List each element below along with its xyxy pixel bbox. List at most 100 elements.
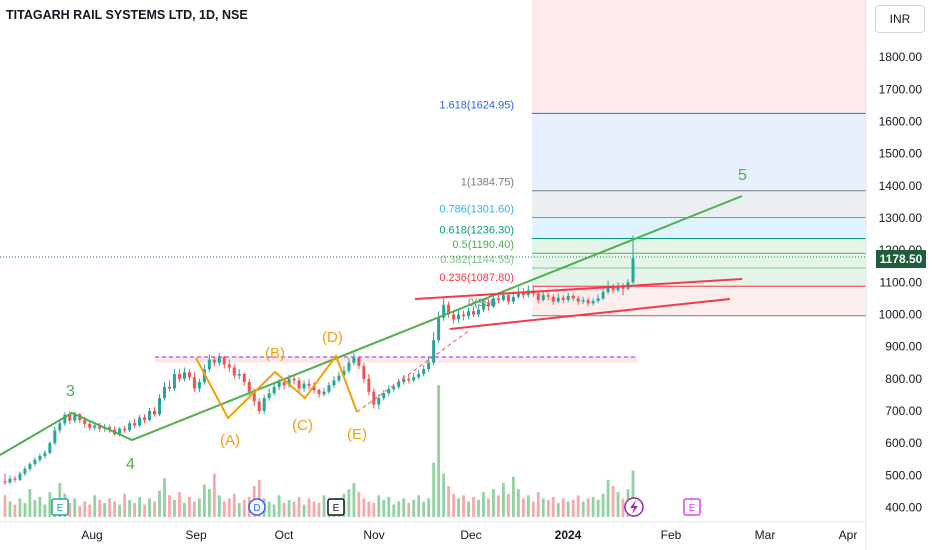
candle-body — [153, 410, 157, 415]
candle-body — [387, 389, 391, 394]
x-tick-label: Sep — [185, 528, 207, 542]
candle-body — [217, 356, 221, 363]
volume-bar — [138, 496, 141, 517]
volume-bar — [586, 498, 590, 517]
volume-bar — [506, 493, 510, 517]
candle-body — [8, 478, 12, 483]
volume-bar — [372, 503, 376, 517]
volume-bar — [397, 501, 401, 517]
volume-bar — [158, 490, 161, 517]
y-tick-label: 1100.00 — [880, 275, 923, 289]
event-marker-label: D — [253, 503, 260, 514]
elliott-wave-line — [0, 195, 743, 456]
volume-bar — [93, 495, 97, 517]
candle-body — [48, 443, 52, 453]
candle-body — [402, 378, 406, 383]
volume-bar — [8, 501, 12, 517]
candle-body — [247, 382, 251, 392]
volume-bar — [447, 486, 450, 517]
volume-bar — [422, 501, 426, 517]
candle-body — [367, 378, 371, 392]
candle-body — [282, 382, 286, 386]
volume-bar — [237, 503, 241, 517]
fib-label: 0.236(1087.80) — [439, 272, 514, 284]
volume-bar — [217, 495, 221, 517]
candle-body — [23, 468, 27, 474]
candle-body — [437, 317, 441, 341]
volume-bar — [541, 498, 545, 517]
x-tick-label: Feb — [661, 528, 682, 542]
volume-bar — [596, 499, 600, 517]
candle-body — [576, 298, 580, 302]
volume-bar — [143, 504, 146, 517]
chart-title: TITAGARH RAIL SYSTEMS LTD, 1D, NSE — [6, 8, 248, 22]
volume-bar — [362, 498, 366, 517]
volume-bar — [531, 501, 535, 517]
volume-bar — [407, 503, 411, 517]
candle-body — [571, 295, 575, 299]
currency-button[interactable]: INR — [875, 5, 925, 33]
volume-bar — [43, 504, 47, 517]
event-marker — [51, 498, 69, 516]
candle-body — [322, 391, 326, 395]
volume-bar — [48, 492, 52, 517]
candle-body — [297, 380, 301, 389]
candle-body — [556, 297, 560, 302]
volume-bar — [153, 501, 156, 517]
volume-bar — [437, 385, 441, 517]
volume-bar — [23, 503, 27, 517]
candle-body — [227, 364, 231, 368]
volume-bar — [457, 498, 460, 517]
candle-body — [581, 300, 585, 302]
candle-body — [561, 297, 565, 301]
volume-bar — [556, 503, 560, 517]
volume-bar — [232, 493, 236, 517]
volume-bar — [287, 499, 291, 517]
candle-body — [158, 398, 162, 415]
volume-bar — [472, 496, 475, 517]
candle-body — [551, 296, 555, 302]
volume-bar — [606, 479, 610, 517]
candle-body — [98, 425, 102, 429]
candle-body — [252, 391, 256, 402]
x-tick-label: 2024 — [555, 528, 582, 542]
y-tick-label: 1500.00 — [879, 147, 923, 161]
volume-bar — [452, 493, 455, 517]
candle-body — [148, 410, 152, 420]
volume-bar — [33, 499, 37, 517]
candle-body — [591, 300, 595, 304]
volume-bar — [427, 498, 431, 517]
candle-body — [586, 300, 590, 304]
volume-bar — [173, 499, 176, 517]
candle-body — [192, 377, 196, 389]
candle-body — [427, 362, 431, 370]
last-price-tag: 1178.50 — [876, 250, 926, 268]
volume-bar — [347, 489, 351, 517]
wave-label: 5 — [738, 167, 747, 184]
volume-bar — [526, 495, 530, 517]
volume-bar — [322, 495, 326, 517]
candle-body — [546, 295, 550, 297]
wave-label: (E) — [347, 426, 367, 443]
volume-bar — [272, 504, 276, 517]
wave-label: (A) — [220, 432, 240, 449]
y-tick-label: 1300.00 — [879, 211, 923, 225]
volume-bar — [282, 503, 286, 517]
candle-body — [362, 365, 366, 379]
event-marker — [683, 498, 701, 516]
candle-body — [496, 298, 500, 301]
candle-body — [631, 258, 635, 283]
candle-body — [93, 425, 97, 428]
candle-body — [566, 295, 570, 301]
event-marker — [248, 498, 266, 516]
volume-bar — [98, 499, 102, 517]
candle-body — [237, 373, 241, 376]
candle-body — [172, 373, 176, 389]
projection-dashed — [356, 329, 471, 413]
volume-bar — [576, 495, 580, 517]
fib-label: 1(1384.75) — [461, 177, 514, 189]
candle-body — [292, 378, 296, 381]
event-marker-label: E — [689, 503, 696, 514]
candle-body — [462, 314, 466, 317]
